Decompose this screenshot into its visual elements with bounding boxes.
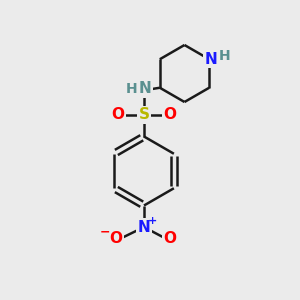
Text: O: O: [111, 107, 124, 122]
Text: O: O: [164, 107, 177, 122]
Text: N: N: [204, 52, 217, 67]
Text: O: O: [164, 231, 177, 246]
Text: S: S: [139, 107, 149, 122]
Text: O: O: [110, 231, 123, 246]
Text: −: −: [100, 226, 110, 239]
Text: H: H: [219, 49, 231, 63]
Text: H: H: [126, 82, 138, 96]
Text: N: N: [139, 81, 152, 96]
Text: N: N: [138, 220, 150, 235]
Text: +: +: [148, 215, 157, 226]
